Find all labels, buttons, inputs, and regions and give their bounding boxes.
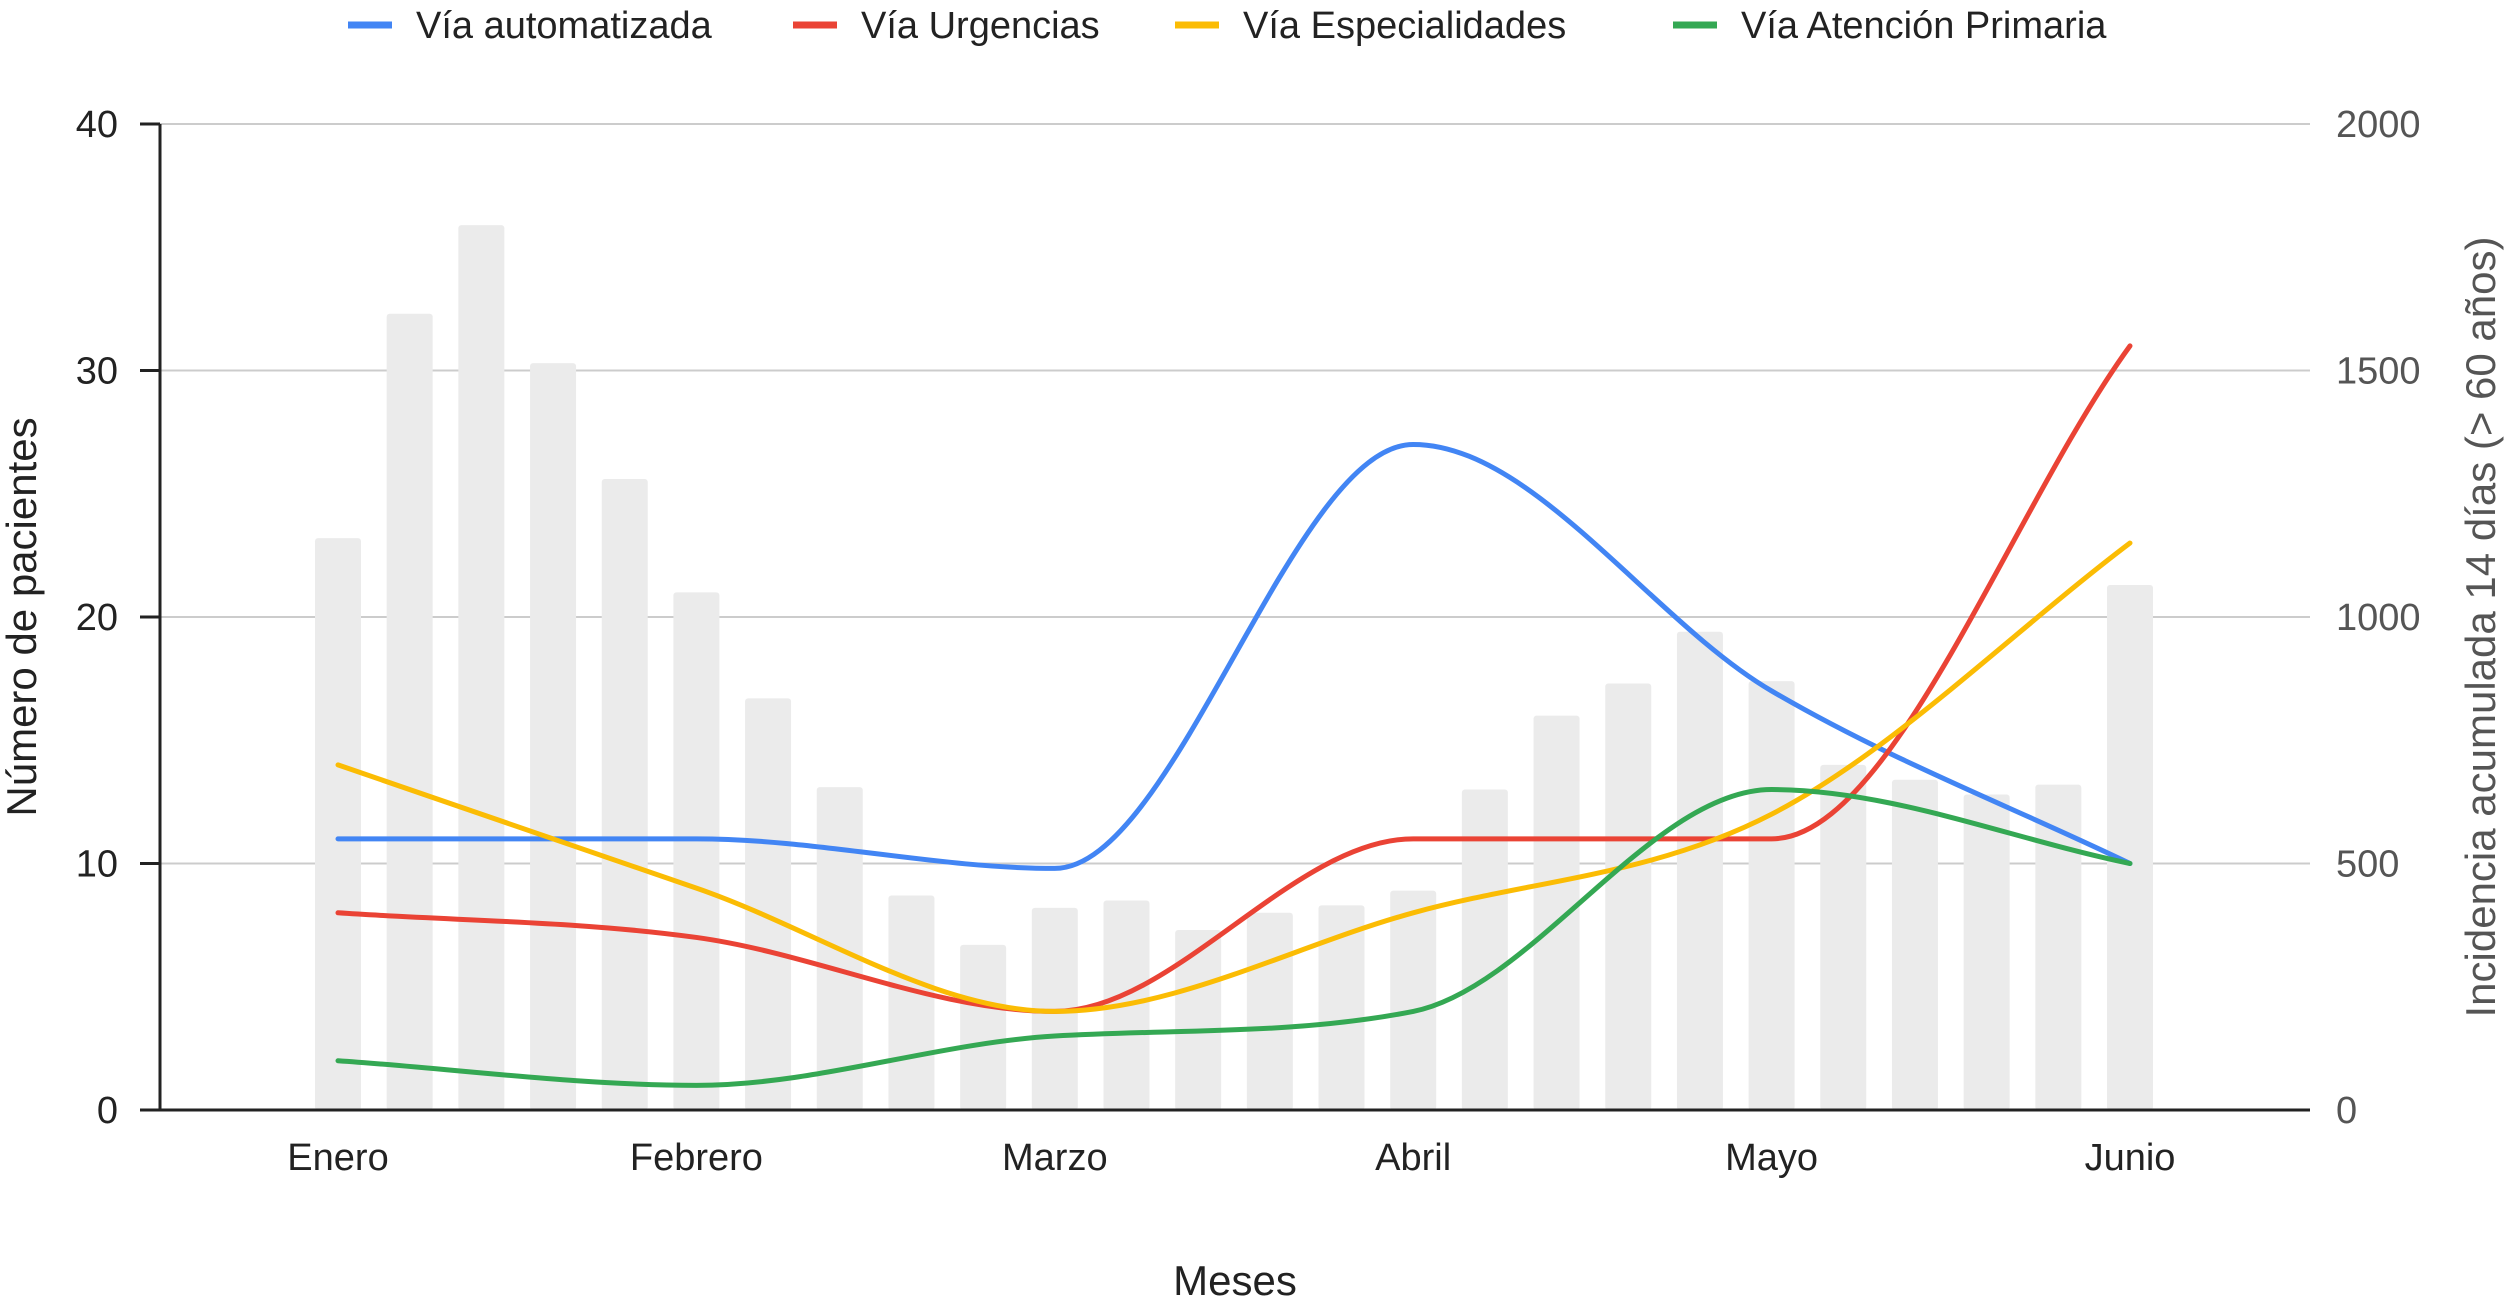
incidence-bar <box>1461 789 1508 1110</box>
legend-label: Vía Especialidades <box>1243 5 1566 47</box>
x-tick-label: Febrero <box>630 1137 763 1179</box>
y-right-tick-label: 500 <box>2336 844 2399 886</box>
incidence-bar <box>1533 715 1580 1110</box>
incidence-bar <box>1676 631 1723 1110</box>
axes: 0 10 20 30 40 0 500 1000 1500 2000 Enero Febrero Mar… <box>76 104 2421 1179</box>
incidence-bar <box>960 944 1007 1110</box>
incidence-bar <box>1175 930 1222 1110</box>
incidence-bar <box>1963 794 2010 1110</box>
y-right-tick-label: 0 <box>2336 1090 2357 1132</box>
incidence-bar <box>673 592 720 1110</box>
incidence-bar <box>2035 784 2082 1110</box>
y-right-tick-label: 2000 <box>2336 104 2421 146</box>
incidence-bar <box>1891 779 1938 1110</box>
y-left-tick-label: 10 <box>76 844 118 886</box>
y-right-tick-label: 1500 <box>2336 351 2421 393</box>
x-tick-label: Junio <box>2085 1137 2176 1179</box>
incidence-bar <box>2107 584 2153 1110</box>
x-tick-label: Enero <box>287 1137 388 1179</box>
x-tick-label: Mayo <box>1725 1137 1818 1179</box>
incidence-bar <box>1246 912 1293 1110</box>
line-via-especialidades <box>335 540 2133 1014</box>
x-tick-label: Marzo <box>1002 1137 1108 1179</box>
x-tick-label: Abril <box>1375 1137 1451 1179</box>
y-left-tick-label: 20 <box>76 597 118 639</box>
incidence-bar <box>1318 905 1365 1110</box>
legend: Vía automatizada Vía Urgencias Vía Especia… <box>348 5 2107 47</box>
incidence-bar <box>601 478 648 1111</box>
line-via-automatizada <box>335 441 2133 871</box>
legend-label: Vía Urgencias <box>861 5 1100 47</box>
y-right-tick-label: 1000 <box>2336 597 2421 639</box>
incidence-bar <box>1390 890 1437 1110</box>
y-left-tick-label: 30 <box>76 351 118 393</box>
incidence-bar <box>1748 681 1795 1110</box>
incidence-bars <box>315 225 2153 1111</box>
x-axis-title: Meses <box>1173 1257 1297 1304</box>
y-axis-left-title: Número de pacientes <box>0 417 45 816</box>
legend-label: Vía Atención Primaria <box>1741 5 2107 47</box>
line-via-atencion-primaria <box>335 787 2133 1088</box>
incidence-bar <box>386 313 433 1110</box>
line-via-urgencias <box>335 343 2133 1014</box>
incidence-bar <box>458 225 505 1110</box>
incidence-bar <box>315 538 361 1110</box>
incidence-bar <box>745 698 792 1110</box>
incidence-bar <box>1605 683 1652 1110</box>
y-left-tick-label: 0 <box>97 1090 118 1132</box>
incidence-bar <box>888 895 935 1110</box>
y-axis-right-title: Incidencia acumulada 14 días (> 60 años) <box>2457 237 2504 1018</box>
legend-label: Vía automatizada <box>416 5 713 47</box>
series-lines <box>335 343 2133 1088</box>
incidence-bar <box>530 363 577 1111</box>
y-left-tick-label: 40 <box>76 104 118 146</box>
gridlines <box>160 123 2310 865</box>
incidence-bar <box>1820 764 1867 1110</box>
